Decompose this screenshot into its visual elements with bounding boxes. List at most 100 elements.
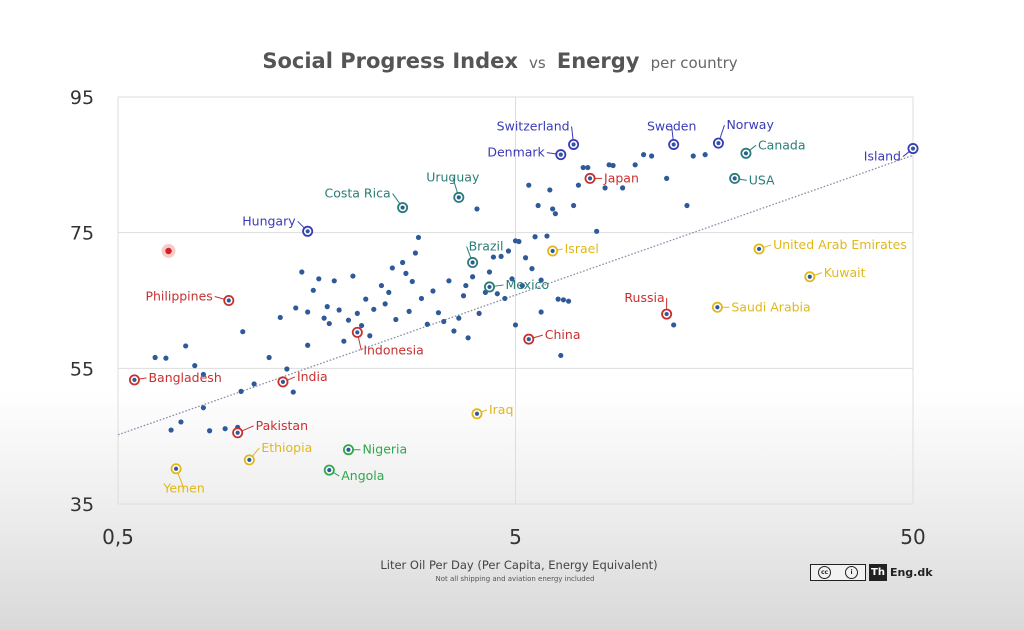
labeled-point-nigeria: Nigeria <box>342 442 407 457</box>
data-point <box>441 318 447 325</box>
data-point <box>305 309 311 315</box>
y-tick-label: 55 <box>70 358 94 380</box>
labeled-point-russia: Russia <box>624 290 673 320</box>
data-point <box>163 355 169 361</box>
marker-dot <box>716 141 721 146</box>
data-point <box>585 164 591 171</box>
trendline-layer <box>117 154 914 436</box>
data-point <box>321 315 327 321</box>
marker-dot <box>671 142 676 147</box>
data-point <box>168 427 174 433</box>
data-point <box>594 228 600 234</box>
data-point <box>522 255 529 261</box>
marker-dot <box>173 466 179 471</box>
data-point <box>354 310 360 316</box>
data-point <box>345 317 352 323</box>
data-point <box>251 381 257 387</box>
marker-dot <box>400 205 405 210</box>
chart-title: Social Progress Index vs Energy per coun… <box>262 49 737 73</box>
data-point <box>310 287 316 293</box>
data-point <box>684 202 690 209</box>
data-point <box>331 278 337 284</box>
data-point <box>544 233 550 239</box>
labeled-point-usa: USA <box>729 172 775 187</box>
data-point <box>502 295 508 302</box>
labeled-point-philippines: Philippines <box>145 289 235 306</box>
x-tick-label: 50 <box>900 525 925 549</box>
data-point <box>266 354 272 361</box>
country-label: Pakistan <box>256 418 308 433</box>
data-point <box>418 295 425 302</box>
data-point <box>183 343 189 349</box>
labeled-point-pakistan: Pakistan <box>232 418 308 439</box>
marker-dot <box>355 330 360 335</box>
data-point <box>406 308 412 314</box>
labeled-point-saudi-arabia: Saudi Arabia <box>711 299 811 314</box>
country-label: Japan <box>603 170 639 185</box>
marker-dot <box>280 379 286 384</box>
country-label: USA <box>749 172 775 187</box>
data-point <box>403 270 409 276</box>
country-label: Nigeria <box>362 442 407 457</box>
data-point <box>505 248 512 254</box>
data-point <box>560 297 567 303</box>
data-point <box>238 388 244 394</box>
marker-dot <box>587 176 593 181</box>
labeled-point-norway: Norway <box>712 117 774 149</box>
data-point <box>509 276 515 282</box>
data-point <box>178 419 184 425</box>
marker-dot <box>487 284 492 290</box>
data-point <box>632 162 638 168</box>
y-tick-label: 35 <box>70 494 94 516</box>
data-point <box>529 266 535 272</box>
marker-dot <box>571 142 576 147</box>
x-tick-label: 0,5 <box>102 525 134 549</box>
data-point <box>412 250 419 256</box>
marker-dot <box>807 274 812 279</box>
labeled-point-switzerland: Switzerland <box>497 118 580 150</box>
data-point <box>535 202 541 209</box>
marker-dot <box>550 248 555 254</box>
data-point <box>435 310 442 316</box>
country-label: Mexico <box>505 277 549 292</box>
data-point <box>389 265 395 271</box>
marker-dot <box>235 430 240 435</box>
svg-text:Social Progress Index vs: Social Progress Index vs Energy per coun… <box>262 49 737 73</box>
country-label: Island <box>864 149 901 164</box>
data-point <box>512 322 519 328</box>
labeled-point-brazil: Brazil <box>466 239 504 269</box>
labeled-point-india: India <box>277 369 328 388</box>
marker-dot <box>305 229 310 234</box>
data-point <box>316 276 322 282</box>
data-point <box>207 428 213 434</box>
data-point <box>570 202 577 209</box>
data-point <box>575 182 582 188</box>
data-point <box>299 269 305 275</box>
data-point <box>386 289 392 295</box>
country-label: Brazil <box>469 239 504 254</box>
country-label: Yemen <box>162 481 204 496</box>
labeled-point-uruguay: Uruguay <box>426 169 480 203</box>
labeled-point-kuwait: Kuwait <box>804 265 866 283</box>
country-label: Sweden <box>647 118 696 133</box>
data-point <box>516 238 522 245</box>
labeled-point-yemen: Yemen <box>162 463 205 496</box>
x-tick-label: 5 <box>509 525 522 549</box>
data-point <box>336 307 342 313</box>
data-point <box>350 273 356 279</box>
data-point <box>393 316 399 323</box>
country-label: Costa Rica <box>324 186 390 201</box>
data-point <box>550 206 556 212</box>
data-point <box>538 309 544 315</box>
country-label: Indonesia <box>363 342 423 357</box>
data-point <box>649 153 655 159</box>
brand-site-name: Eng.dk <box>889 566 933 579</box>
highlighted-point <box>165 247 172 255</box>
marker-dot <box>474 411 480 416</box>
data-point <box>476 310 482 316</box>
data-point <box>532 234 538 240</box>
data-point <box>602 185 608 191</box>
data-point <box>558 352 564 359</box>
axes: 35 55 75 95 0,5 5 50 <box>70 87 926 549</box>
marker-dot <box>132 377 137 382</box>
